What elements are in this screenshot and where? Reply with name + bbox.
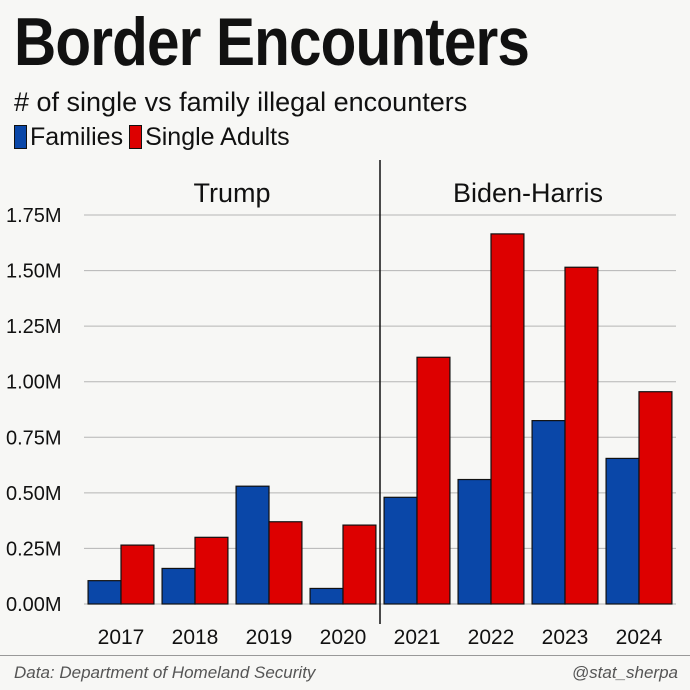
bar-single-adults-2021 [416, 356, 451, 605]
bar-single-adults-2020 [342, 524, 377, 605]
y-tick-label: 0.25M [6, 538, 62, 560]
bar-single-adults-2019 [268, 521, 303, 605]
bar-families-2019 [235, 485, 270, 605]
bar-single-adults-2018 [194, 536, 229, 605]
x-tick-label-2023: 2023 [542, 626, 589, 649]
author-handle: @stat_sherpa [571, 663, 678, 682]
legend-swatch-families [14, 125, 27, 149]
x-tick-label-2018: 2018 [172, 626, 219, 649]
legend-label-single-adults: Single Adults [145, 123, 290, 151]
footer-divider [0, 655, 690, 656]
y-tick-label: 1.75M [6, 205, 62, 227]
y-tick-label: 0.00M [6, 594, 62, 616]
bar-families-2021 [383, 496, 418, 605]
bar-single-adults-2024 [638, 391, 673, 605]
x-tick-label-2017: 2017 [98, 626, 145, 649]
y-tick-label: 1.00M [6, 372, 62, 394]
y-tick-label: 0.50M [6, 483, 62, 505]
legend-swatch-single-adults [129, 125, 143, 149]
bar-families-2018 [161, 567, 196, 605]
x-tick-label-2019: 2019 [246, 626, 293, 649]
bar-chart: 0.00M 0.25M 0.50M 0.75M 1.00M 1.25M 1.50M 1.75M… [6, 160, 676, 649]
bar-families-2023 [531, 420, 566, 605]
legend-label-families: Families [30, 123, 124, 151]
bar-single-adults-2023 [564, 266, 599, 605]
bar-single-adults-2017 [120, 544, 155, 605]
y-tick-label: 1.50M [6, 261, 62, 283]
bar-families-2017 [87, 580, 122, 605]
bar-families-2022 [457, 478, 492, 605]
x-tick-label-2024: 2024 [616, 626, 663, 649]
x-tick-label-2020: 2020 [320, 626, 367, 649]
source-note: Data: Department of Homeland Security [14, 663, 316, 682]
bar-families-2024 [605, 457, 640, 605]
chart-title: Border Encounters [14, 4, 530, 80]
legend-item-families: Families [14, 122, 123, 152]
y-tick-label: 1.25M [6, 316, 62, 338]
chart-subtitle: # of single vs family illegal encounters [14, 87, 468, 117]
period-label-trump: Trump [193, 178, 270, 208]
y-tick-label: 0.75M [6, 427, 62, 449]
bar-single-adults-2022 [490, 233, 525, 605]
x-tick-label-2022: 2022 [468, 626, 515, 649]
period-label-biden-harris: Biden-Harris [453, 178, 603, 208]
legend-item-single-adults: Single Adults [129, 122, 290, 152]
x-tick-label-2021: 2021 [394, 626, 441, 649]
bar-families-2020 [309, 587, 344, 605]
legend: Families Single Adults [14, 122, 296, 152]
